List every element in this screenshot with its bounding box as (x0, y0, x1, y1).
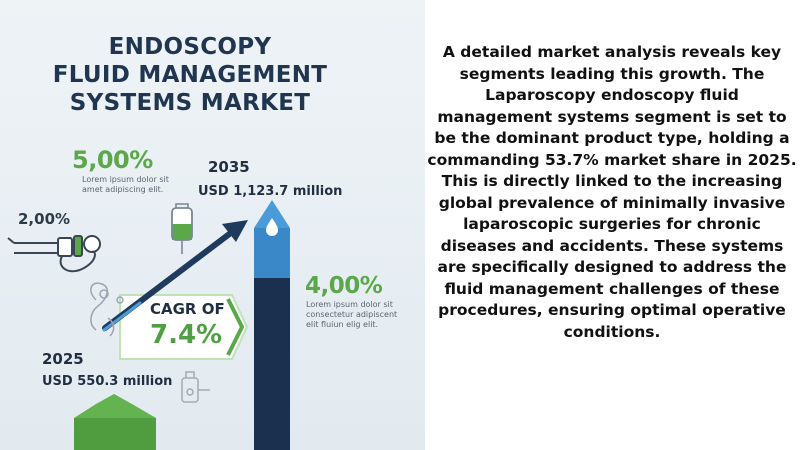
base-amount: USD 550.3 million (42, 374, 173, 389)
market-analysis-paragraph: A detailed market analysis reveals key s… (427, 43, 797, 341)
stat-top-value: 5,00% (72, 146, 153, 174)
growth-graphic (7, 200, 290, 450)
cagr-label: CAGR OF (150, 300, 225, 318)
infographic-title: ENDOSCOPY FLUID MANAGEMENT SYSTEMS MARKE… (0, 33, 380, 117)
stat-top-desc-line-1: Lorem ipsum dolor sit (82, 175, 169, 184)
stat-top-description: Lorem ipsum dolor sit amet adipiscing el… (82, 175, 169, 195)
stat-right-desc-line-3: elit fluiun elig elit. (306, 320, 379, 329)
infographic-panel: ENDOSCOPY FLUID MANAGEMENT SYSTEMS MARKE… (0, 0, 425, 450)
endoscope-icon (7, 235, 101, 273)
stat-right-description: Lorem ipsum dolor sit consectetur adipis… (306, 300, 397, 330)
title-line-1: ENDOSCOPY (108, 34, 272, 60)
growth-arrow (102, 220, 248, 332)
cagr-badge-shape (119, 294, 249, 360)
cagr-value: 7.4% (150, 320, 223, 350)
stat-right-desc-line-1: Lorem ipsum dolor sit (306, 300, 393, 309)
forecast-amount: USD 1,123.7 million (198, 184, 343, 199)
fluid-drop-icon (266, 218, 278, 236)
stat-right-value: 4,00% (305, 273, 383, 299)
forecast-year: 2035 (208, 158, 250, 176)
base-year: 2025 (42, 350, 84, 368)
forecast-bar (254, 200, 290, 450)
iv-bag-icon (171, 203, 193, 254)
medical-tubing-icon (90, 282, 124, 337)
title-line-2: FLUID MANAGEMENT (52, 62, 328, 88)
base-bar (74, 394, 156, 450)
title-line-3: SYSTEMS MARKET (69, 90, 311, 116)
stat-right-desc-line-2: consectetur adipiscent (306, 310, 398, 319)
stat-left-value: 2,00% (18, 210, 71, 228)
bottle-icon (181, 371, 210, 403)
stat-top-desc-line-2: amet adipiscing elit. (82, 185, 164, 194)
